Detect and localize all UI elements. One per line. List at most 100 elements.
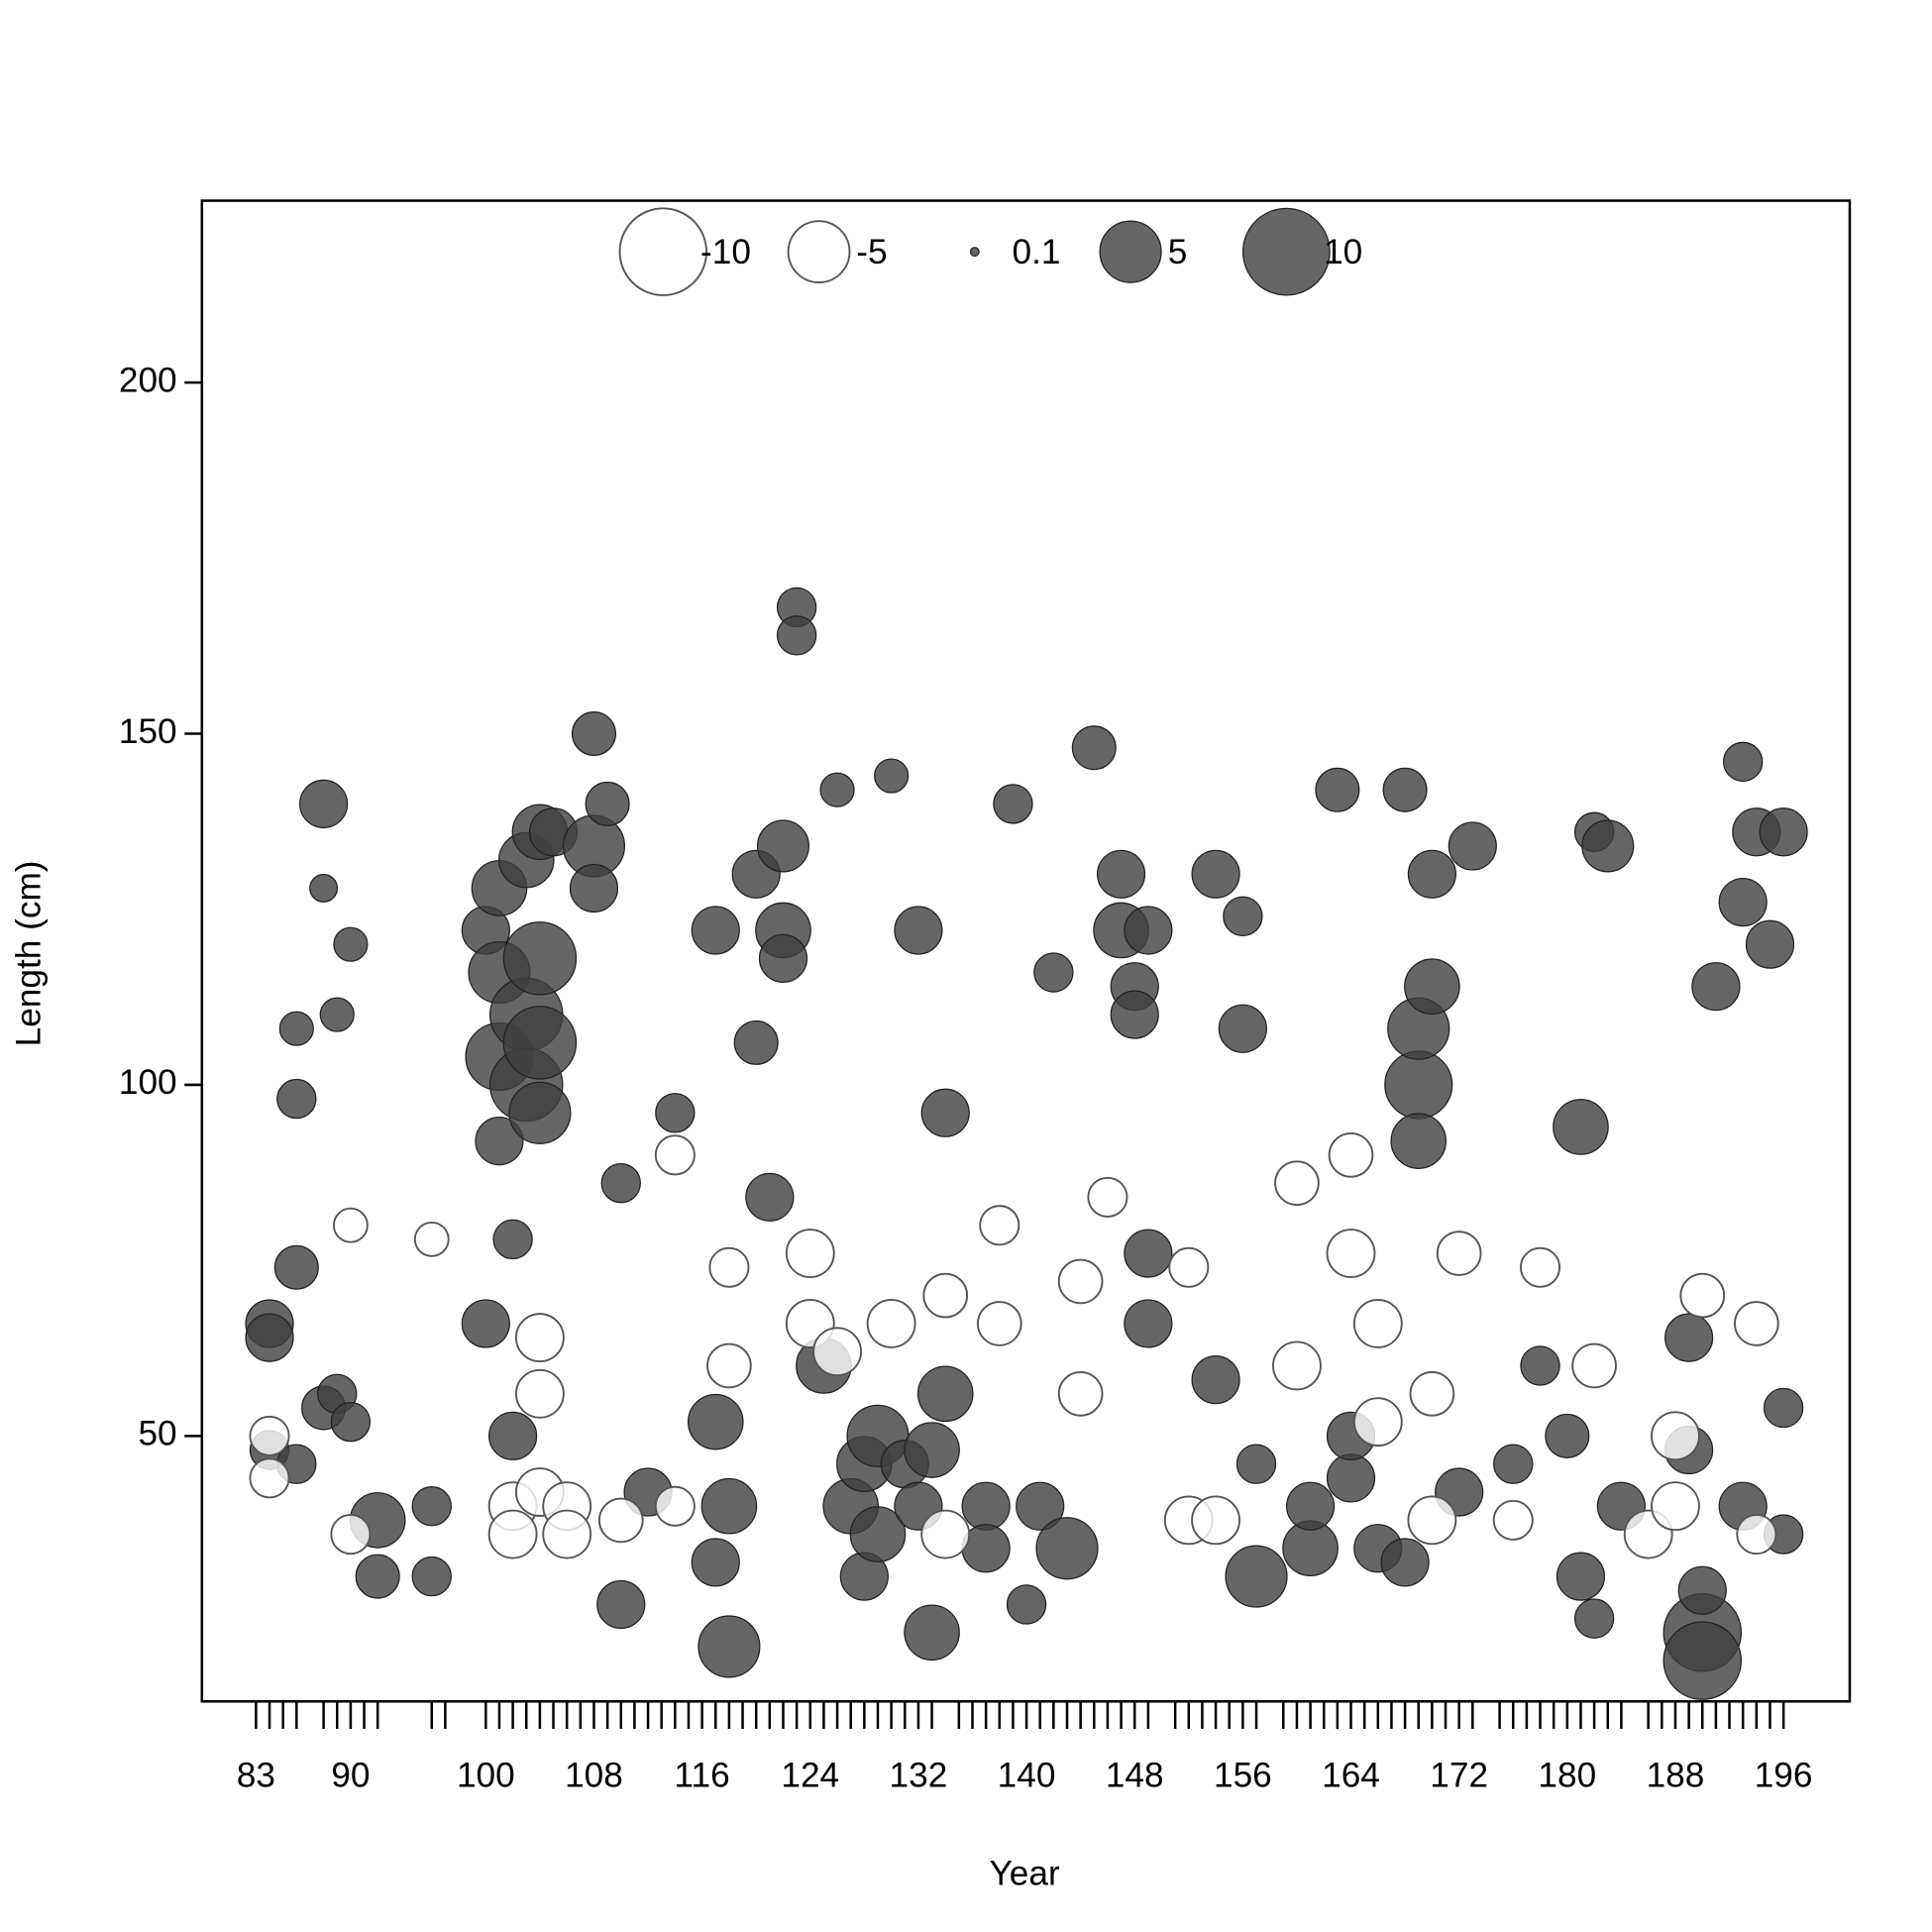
bubble xyxy=(776,615,817,656)
bubble xyxy=(1382,767,1428,812)
bubble xyxy=(1124,1229,1173,1278)
bubble xyxy=(920,1509,971,1559)
bubble xyxy=(691,1538,740,1587)
bubble xyxy=(1571,1342,1617,1389)
bubble xyxy=(569,863,619,913)
bubble xyxy=(1691,962,1741,1012)
bubble xyxy=(596,1579,646,1630)
bubble xyxy=(866,1299,916,1348)
bubble xyxy=(654,1485,696,1527)
bubble xyxy=(1285,1481,1336,1531)
legend-bubble xyxy=(1099,220,1162,283)
bubble xyxy=(1087,1176,1128,1218)
bubble xyxy=(700,1477,758,1535)
bubble xyxy=(1436,1231,1482,1276)
x-tick-label: 100 xyxy=(457,1756,515,1794)
bubble xyxy=(330,1514,372,1556)
bubble xyxy=(309,873,339,903)
x-tick-label: 180 xyxy=(1538,1756,1596,1794)
bubble xyxy=(597,1497,644,1544)
bubble xyxy=(1553,1099,1609,1155)
bubble xyxy=(1006,1584,1047,1625)
bubble xyxy=(1191,1495,1240,1546)
bubble xyxy=(1573,1598,1615,1639)
bubble xyxy=(1663,1621,1743,1700)
bubble xyxy=(278,1011,314,1046)
bubble xyxy=(1745,919,1795,969)
bubble xyxy=(1380,1538,1430,1587)
bubble xyxy=(1651,1411,1700,1461)
legend-label: 5 xyxy=(1168,233,1188,271)
bubble xyxy=(332,1207,369,1243)
legend-bubble xyxy=(787,220,851,284)
x-tick-label: 132 xyxy=(890,1756,948,1794)
bubble xyxy=(1235,1444,1277,1484)
legend-label: -5 xyxy=(856,233,887,271)
legend-bubble xyxy=(969,247,980,258)
bubble xyxy=(319,997,355,1032)
bubble xyxy=(249,1457,290,1499)
bubble xyxy=(655,1093,696,1133)
x-tick-label: 156 xyxy=(1214,1756,1272,1794)
bubble xyxy=(706,1342,752,1389)
bubble xyxy=(333,926,369,962)
bubble xyxy=(758,933,808,983)
bubble xyxy=(1352,1397,1403,1448)
bubble xyxy=(542,1509,592,1559)
bubble xyxy=(413,1221,450,1257)
bubble xyxy=(1581,819,1635,873)
bubble xyxy=(1407,849,1456,899)
bubble xyxy=(1664,1313,1714,1362)
y-tick-label: 200 xyxy=(119,361,177,399)
x-tick-label: 116 xyxy=(675,1756,730,1794)
bubble xyxy=(1315,767,1360,812)
bubble xyxy=(1110,990,1159,1039)
y-axis-label: Length (cm) xyxy=(10,860,49,1046)
bubble xyxy=(1734,1301,1779,1346)
bubble xyxy=(461,1299,510,1348)
bubble xyxy=(1492,1499,1534,1541)
bubble xyxy=(1409,1370,1455,1417)
plot-frame xyxy=(200,199,1852,1703)
bubble xyxy=(708,1246,750,1288)
bubble xyxy=(245,1313,294,1362)
bubble xyxy=(1520,1345,1560,1386)
bubble xyxy=(1033,952,1074,993)
bubble xyxy=(492,1219,533,1260)
bubble xyxy=(299,779,349,829)
bubble xyxy=(849,1506,907,1562)
bubble xyxy=(1677,1565,1727,1615)
bubble xyxy=(1035,1517,1099,1580)
bubble xyxy=(1390,1113,1448,1169)
x-tick-label: 108 xyxy=(565,1756,623,1794)
bubble xyxy=(514,1368,565,1419)
y-tick-label: 100 xyxy=(119,1063,177,1102)
bubble xyxy=(691,906,740,955)
bubble xyxy=(276,1078,317,1120)
bubble xyxy=(1736,1514,1777,1556)
x-axis-label: Year xyxy=(990,1855,1060,1893)
bubble xyxy=(1352,1299,1403,1348)
y-tick-label: 150 xyxy=(119,712,177,751)
bubble xyxy=(1071,725,1117,771)
bubble xyxy=(904,1422,960,1478)
x-tick-label: 83 xyxy=(237,1756,275,1794)
bubble xyxy=(330,1401,372,1443)
x-tick-label: 172 xyxy=(1430,1756,1488,1794)
bubble xyxy=(733,1020,779,1065)
bubble xyxy=(745,1172,795,1222)
bubble xyxy=(1407,1495,1457,1546)
bubble xyxy=(1124,906,1173,955)
bubble xyxy=(571,711,616,757)
bubble xyxy=(502,921,578,996)
bubble xyxy=(411,1486,452,1527)
bubble xyxy=(411,1556,452,1597)
bubble xyxy=(1679,1272,1726,1319)
bubble xyxy=(1448,821,1497,871)
bubble xyxy=(1763,1387,1804,1429)
bubble xyxy=(687,1393,744,1450)
bubble xyxy=(1493,1444,1534,1484)
bubble xyxy=(1016,1481,1065,1531)
legend-bubble xyxy=(1241,207,1331,296)
bubble xyxy=(1404,958,1460,1016)
